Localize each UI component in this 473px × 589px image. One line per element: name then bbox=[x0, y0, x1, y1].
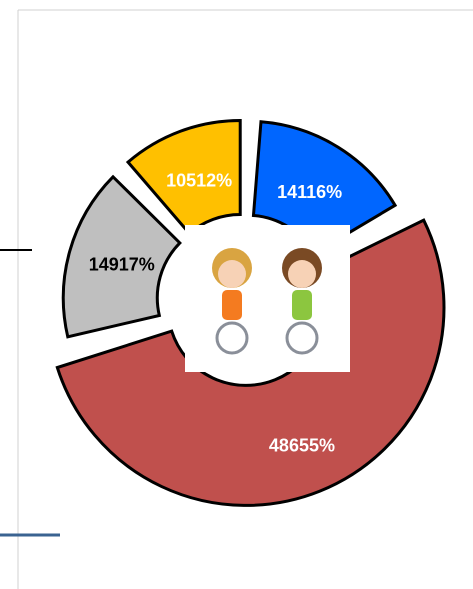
slice bbox=[125, 118, 242, 236]
data-label: 10512% bbox=[166, 171, 232, 191]
slice bbox=[251, 120, 398, 256]
data-label: 14116% bbox=[277, 182, 342, 202]
slice bbox=[61, 174, 182, 339]
data-label: 48655% bbox=[269, 435, 335, 455]
data-label: 14917% bbox=[89, 254, 155, 274]
center-picture bbox=[185, 225, 350, 372]
